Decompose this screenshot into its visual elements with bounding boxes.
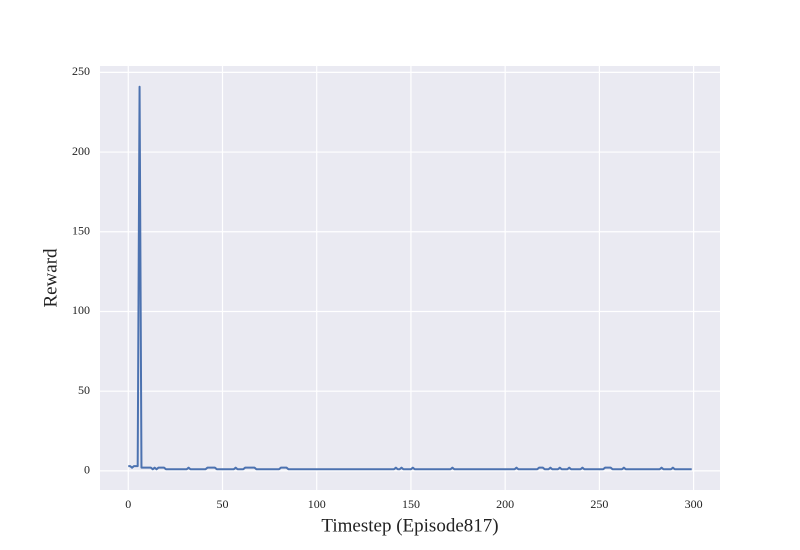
line [128, 85, 692, 471]
y-tick-label: 200 [72, 144, 90, 158]
y-tick-label: 150 [72, 224, 90, 238]
x-tick-label: 100 [308, 497, 326, 511]
x-tick-label: 300 [685, 497, 703, 511]
x-tick-label: 200 [496, 497, 514, 511]
y-tick-label: 0 [84, 463, 90, 477]
plot-area [100, 66, 720, 490]
x-tick-label: 0 [125, 497, 131, 511]
x-tick-label: 150 [402, 497, 420, 511]
x-tick-label: 50 [216, 497, 228, 511]
x-axis-title: Timestep (Episode817) [321, 515, 498, 536]
y-tick-label: 50 [78, 383, 90, 397]
y-tick-label: 250 [72, 64, 90, 78]
y-tick-label: 100 [72, 303, 90, 317]
y-axis-title: Reward [40, 248, 61, 308]
x-tick-label: 250 [590, 497, 608, 511]
